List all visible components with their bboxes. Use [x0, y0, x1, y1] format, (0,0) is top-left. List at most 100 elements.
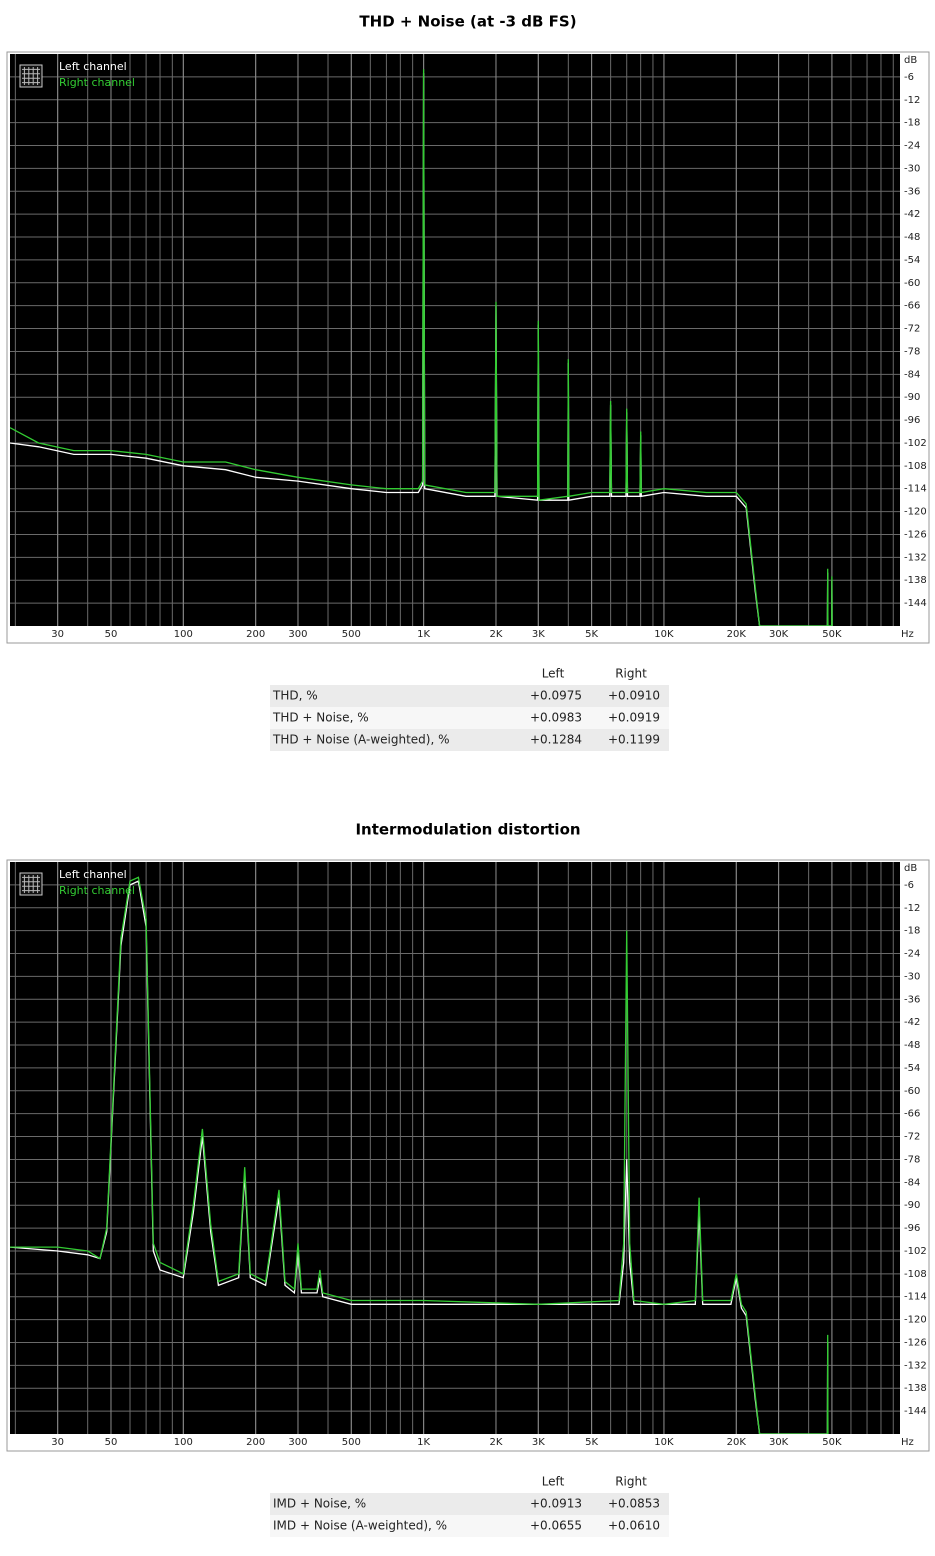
y-tick-label: -132 — [904, 1360, 927, 1371]
table-row — [270, 1493, 669, 1515]
legend-label: Left channel — [59, 868, 127, 881]
y-tick-label: -96 — [904, 415, 920, 426]
y-tick-label: -54 — [904, 255, 920, 266]
x-tick-label: 5K — [585, 629, 598, 640]
x-tick-label: 20K — [727, 629, 747, 640]
y-tick-label: -6 — [904, 72, 914, 83]
x-tick-label: 2K — [490, 1437, 503, 1448]
y-tick-label: -54 — [904, 1063, 920, 1074]
cell-value: +0.0610 — [608, 1519, 660, 1533]
x-tick-label: 1K — [417, 629, 430, 640]
table-row — [270, 685, 669, 707]
y-tick-label: -72 — [904, 1132, 920, 1143]
chart-title: THD + Noise (at -3 dB FS) — [359, 13, 576, 31]
row-label: IMD + Noise, % — [273, 1497, 366, 1511]
x-tick-label: 3K — [532, 629, 545, 640]
y-tick-label: -96 — [904, 1223, 920, 1234]
y-tick-label: -108 — [904, 1269, 927, 1280]
y-tick-label: -90 — [904, 1200, 920, 1211]
y-tick-label: -90 — [904, 392, 920, 403]
y-unit: dB — [904, 55, 917, 66]
y-tick-label: -132 — [904, 552, 927, 563]
x-tick-label: 50K — [822, 629, 842, 640]
x-tick-label: 500 — [342, 629, 361, 640]
y-tick-label: -18 — [904, 926, 920, 937]
y-tick-label: -114 — [904, 484, 927, 495]
y-tick-label: -42 — [904, 209, 920, 220]
y-tick-label: -138 — [904, 1383, 927, 1394]
y-unit: dB — [904, 863, 917, 874]
x-tick-label: 10K — [654, 1437, 674, 1448]
cell-value: +0.0975 — [530, 689, 582, 703]
legend-icon — [19, 872, 43, 896]
cell-value: +0.0655 — [530, 1519, 582, 1533]
legend-label: Right channel — [59, 884, 135, 897]
row-label: IMD + Noise (A-weighted), % — [273, 1519, 447, 1533]
plot-area — [10, 862, 900, 1434]
y-tick-label: -144 — [904, 598, 927, 609]
x-tick-label: 30K — [769, 629, 789, 640]
column-header: Right — [615, 667, 647, 681]
x-tick-label: 300 — [288, 629, 307, 640]
y-tick-label: -84 — [904, 369, 920, 380]
row-label: THD + Noise, % — [272, 711, 369, 725]
table-row — [270, 707, 669, 729]
x-tick-label: 10K — [654, 629, 674, 640]
x-tick-label: 30K — [769, 1437, 789, 1448]
x-tick-label: 30 — [51, 1437, 64, 1448]
y-tick-label: -108 — [904, 461, 927, 472]
series-line — [10, 69, 833, 626]
x-tick-label: 100 — [174, 629, 193, 640]
y-tick-label: -48 — [904, 1040, 920, 1051]
y-tick-label: -114 — [904, 1292, 927, 1303]
cell-value: +0.0913 — [530, 1497, 582, 1511]
y-tick-label: -66 — [904, 301, 920, 312]
y-tick-label: -102 — [904, 438, 927, 449]
cell-value: +0.0919 — [608, 711, 660, 725]
x-tick-label: 3K — [532, 1437, 545, 1448]
y-tick-label: -66 — [904, 1109, 920, 1120]
x-unit: Hz — [901, 629, 914, 640]
row-label: THD + Noise (A-weighted), % — [272, 733, 450, 747]
y-tick-label: -138 — [904, 575, 927, 586]
y-tick-label: -78 — [904, 1154, 920, 1165]
x-tick-label: 2K — [490, 629, 503, 640]
table-row — [270, 729, 669, 751]
table-header — [270, 663, 669, 685]
column-header: Right — [615, 1475, 647, 1489]
row-label: THD, % — [272, 689, 318, 703]
y-tick-label: -48 — [904, 232, 920, 243]
table-row — [270, 1515, 669, 1537]
y-tick-label: -18 — [904, 118, 920, 129]
y-tick-label: -24 — [904, 949, 920, 960]
y-tick-label: -42 — [904, 1017, 920, 1028]
x-tick-label: 20K — [727, 1437, 747, 1448]
y-tick-label: -36 — [904, 994, 920, 1005]
y-tick-label: -60 — [904, 1086, 920, 1097]
x-unit: Hz — [901, 1437, 914, 1448]
y-tick-label: -60 — [904, 278, 920, 289]
y-tick-label: -120 — [904, 1315, 927, 1326]
cell-value: +0.1199 — [608, 733, 660, 747]
cell-value: +0.0910 — [608, 689, 660, 703]
y-tick-label: -120 — [904, 507, 927, 518]
y-tick-label: -12 — [904, 95, 920, 106]
x-tick-label: 5K — [585, 1437, 598, 1448]
y-tick-label: -12 — [904, 903, 920, 914]
y-tick-label: -102 — [904, 1246, 927, 1257]
x-tick-label: 100 — [174, 1437, 193, 1448]
y-tick-label: -30 — [904, 971, 920, 982]
x-tick-label: 500 — [342, 1437, 361, 1448]
x-tick-label: 50 — [105, 629, 118, 640]
y-tick-label: -126 — [904, 1337, 927, 1348]
y-tick-label: -78 — [904, 346, 920, 357]
x-tick-label: 1K — [417, 1437, 430, 1448]
legend-icon — [19, 64, 43, 88]
chart-title: Intermodulation distortion — [355, 821, 580, 839]
column-header: Left — [542, 1475, 565, 1489]
y-tick-label: -144 — [904, 1406, 927, 1417]
y-tick-label: -126 — [904, 529, 927, 540]
x-tick-label: 30 — [51, 629, 64, 640]
